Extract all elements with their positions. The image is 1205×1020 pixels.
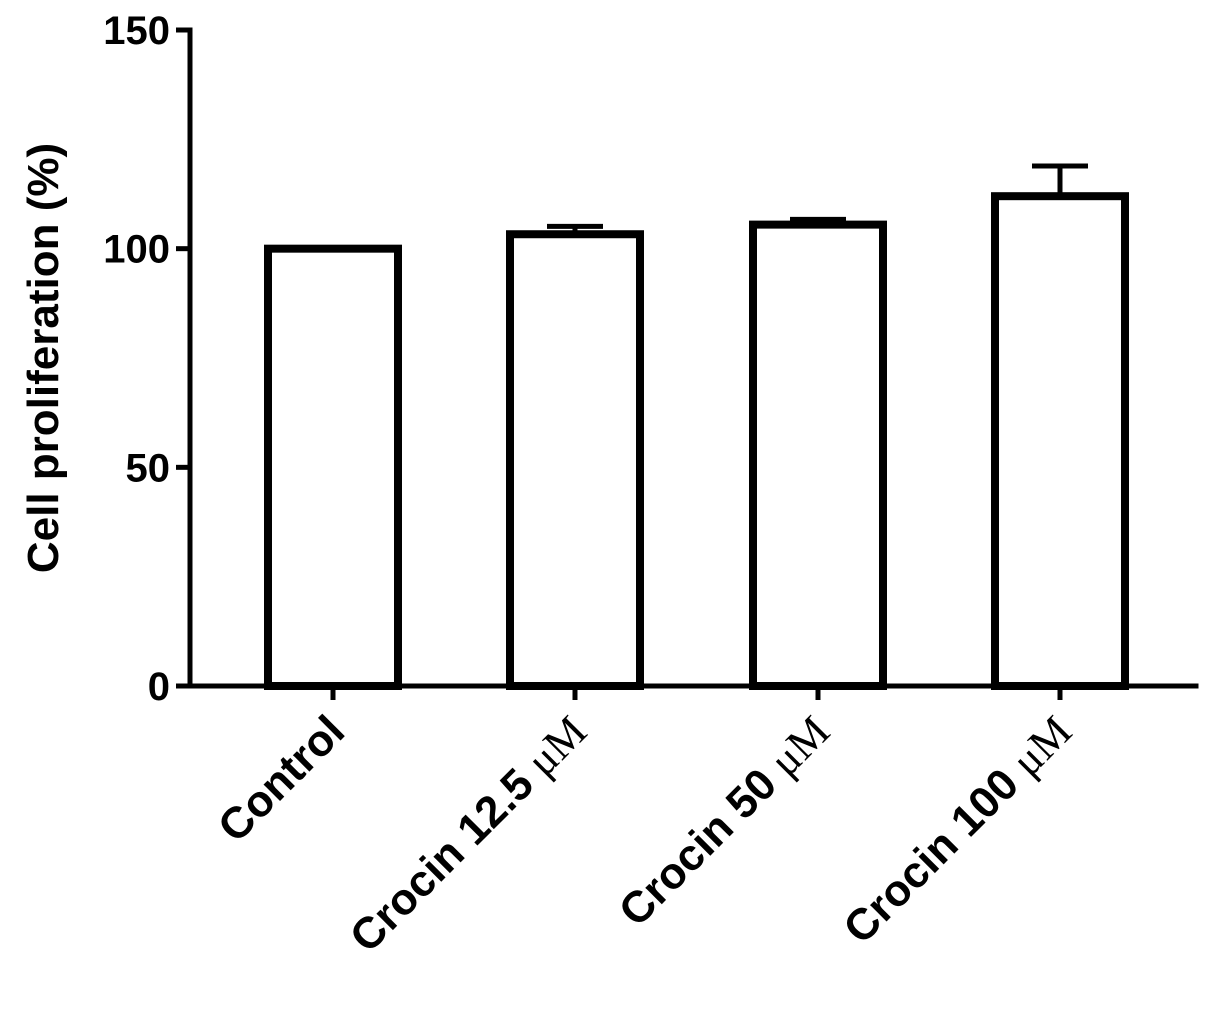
y-tick-label: 100 <box>103 228 170 272</box>
bar <box>991 192 1129 690</box>
y-tick-label: 50 <box>126 446 171 490</box>
bars <box>264 192 1129 691</box>
x-tick-label: Crocin 12.5 μM <box>341 706 596 961</box>
y-tick-label: 150 <box>103 9 170 53</box>
x-tick-label: Crocin 50 μM <box>610 706 839 935</box>
bar <box>264 244 402 691</box>
x-tick-label-text: Crocin 100 <box>834 751 1036 953</box>
error-bars <box>547 163 1088 235</box>
x-tick-label-text: Crocin 12.5 <box>341 751 552 962</box>
y-axis: 0 50 100 150 <box>103 9 193 709</box>
x-tick-label-text: Crocin 50 <box>610 751 795 936</box>
x-tick-label: Crocin 100 μM <box>834 706 1081 953</box>
x-tick-label: Control <box>209 706 354 851</box>
x-tick-label-text: Control <box>209 706 354 851</box>
y-tick-label: 0 <box>148 665 170 709</box>
bar <box>506 230 644 690</box>
y-axis-label: Cell proliferation (%) <box>19 143 68 573</box>
bar <box>749 220 887 690</box>
